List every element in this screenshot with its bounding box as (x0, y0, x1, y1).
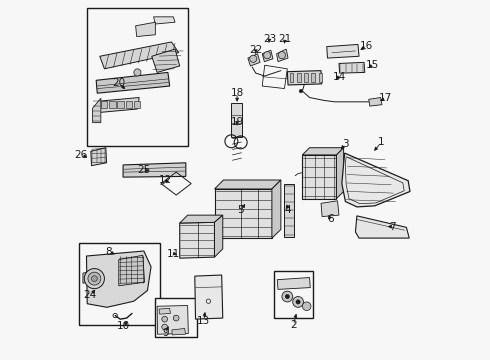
Polygon shape (284, 184, 294, 237)
Polygon shape (215, 215, 223, 257)
Polygon shape (152, 49, 180, 72)
Circle shape (302, 302, 311, 311)
Polygon shape (339, 62, 365, 73)
Text: 22: 22 (249, 45, 262, 55)
Circle shape (162, 324, 168, 330)
Text: 1: 1 (378, 138, 385, 147)
Polygon shape (153, 17, 175, 24)
Circle shape (92, 276, 97, 282)
Text: 19: 19 (230, 117, 244, 127)
Circle shape (250, 55, 257, 62)
Polygon shape (276, 49, 288, 62)
Polygon shape (302, 155, 337, 199)
Text: 13: 13 (197, 316, 210, 325)
Polygon shape (159, 309, 171, 314)
Polygon shape (180, 222, 215, 258)
Polygon shape (93, 98, 101, 123)
Text: 16: 16 (360, 41, 373, 50)
Circle shape (173, 315, 179, 321)
Circle shape (162, 316, 168, 322)
Circle shape (84, 269, 104, 289)
Text: 9: 9 (162, 328, 169, 338)
Text: 25: 25 (137, 165, 150, 175)
Polygon shape (302, 148, 343, 155)
Text: 18: 18 (230, 88, 244, 98)
Circle shape (134, 69, 141, 76)
Polygon shape (342, 153, 410, 207)
Polygon shape (215, 180, 281, 189)
Circle shape (282, 291, 293, 302)
Polygon shape (100, 42, 179, 69)
Polygon shape (327, 44, 359, 58)
Polygon shape (172, 328, 186, 335)
Text: 2: 2 (290, 320, 297, 330)
Text: 15: 15 (366, 60, 379, 70)
Bar (304, 73, 308, 82)
Text: 21: 21 (278, 35, 292, 44)
Polygon shape (287, 71, 322, 85)
Bar (274, 271, 313, 318)
Polygon shape (98, 98, 139, 113)
Bar (117, 101, 124, 108)
Bar (101, 101, 107, 108)
Text: 8: 8 (105, 247, 112, 257)
Text: 5: 5 (237, 206, 244, 216)
Polygon shape (136, 22, 155, 37)
Polygon shape (231, 103, 242, 137)
Circle shape (296, 300, 300, 304)
Polygon shape (248, 54, 260, 66)
Polygon shape (321, 201, 339, 217)
Polygon shape (87, 251, 151, 307)
Circle shape (88, 272, 101, 285)
Polygon shape (277, 278, 310, 289)
Text: 14: 14 (332, 72, 345, 82)
Text: 17: 17 (379, 93, 392, 103)
Bar (290, 73, 294, 82)
Circle shape (264, 51, 271, 59)
Polygon shape (272, 180, 281, 238)
Polygon shape (83, 270, 94, 283)
Text: 11: 11 (167, 248, 180, 258)
Polygon shape (368, 98, 382, 106)
Circle shape (299, 89, 303, 93)
Text: 4: 4 (285, 206, 292, 216)
Text: 23: 23 (263, 35, 276, 44)
Bar (87, 8, 188, 146)
Text: 7: 7 (390, 222, 396, 231)
Bar (318, 73, 322, 82)
Text: 6: 6 (327, 215, 334, 224)
Polygon shape (215, 189, 272, 238)
Polygon shape (96, 72, 170, 93)
Polygon shape (157, 306, 188, 334)
Polygon shape (119, 255, 145, 286)
Polygon shape (355, 216, 409, 238)
Text: 12: 12 (159, 175, 172, 185)
Circle shape (278, 51, 286, 59)
Text: 3: 3 (342, 139, 349, 149)
Bar (79, 243, 160, 325)
Polygon shape (195, 275, 223, 319)
Bar (134, 101, 140, 108)
Bar (125, 101, 132, 108)
Polygon shape (91, 148, 107, 166)
Bar (155, 298, 197, 337)
Bar (297, 73, 300, 82)
Text: 10: 10 (117, 321, 130, 331)
Polygon shape (262, 50, 273, 62)
Polygon shape (180, 215, 223, 223)
Bar (109, 101, 116, 108)
Circle shape (293, 297, 303, 307)
Text: 26: 26 (74, 150, 87, 160)
Bar (311, 73, 315, 82)
Polygon shape (337, 148, 343, 199)
Text: 24: 24 (83, 291, 97, 301)
Text: 20: 20 (112, 78, 125, 88)
Polygon shape (123, 163, 186, 177)
Circle shape (285, 294, 290, 299)
